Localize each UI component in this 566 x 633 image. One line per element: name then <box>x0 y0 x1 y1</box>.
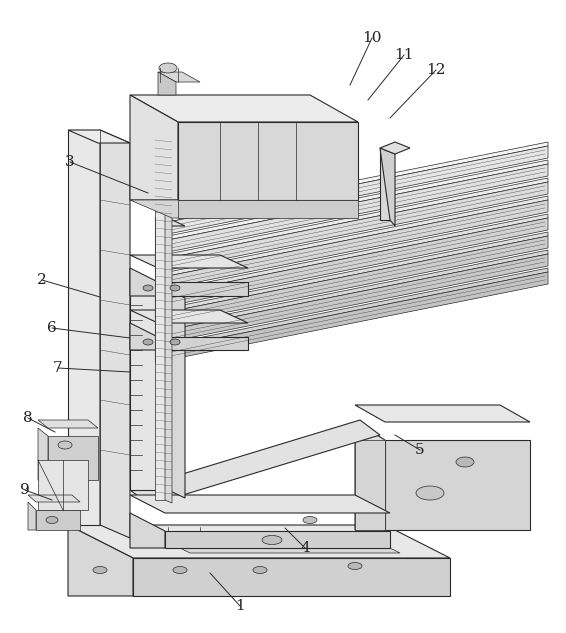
Polygon shape <box>130 420 380 505</box>
Text: 7: 7 <box>53 361 63 375</box>
Polygon shape <box>168 290 185 498</box>
Polygon shape <box>168 160 548 240</box>
Polygon shape <box>158 282 248 296</box>
Polygon shape <box>380 148 395 226</box>
Polygon shape <box>130 95 358 122</box>
Text: 11: 11 <box>395 48 414 62</box>
Polygon shape <box>168 214 548 294</box>
Polygon shape <box>168 218 548 306</box>
Polygon shape <box>168 196 548 276</box>
Text: 4: 4 <box>300 541 310 555</box>
Polygon shape <box>355 405 530 422</box>
Ellipse shape <box>46 517 58 523</box>
Text: 1: 1 <box>235 599 245 613</box>
Ellipse shape <box>170 339 180 345</box>
Polygon shape <box>178 200 358 218</box>
Polygon shape <box>168 146 548 234</box>
Polygon shape <box>158 337 248 350</box>
Ellipse shape <box>416 486 444 500</box>
Polygon shape <box>155 218 185 226</box>
Polygon shape <box>155 130 165 500</box>
Text: 6: 6 <box>47 321 57 335</box>
Polygon shape <box>130 323 158 350</box>
Polygon shape <box>130 513 165 548</box>
Polygon shape <box>168 200 548 288</box>
Ellipse shape <box>262 536 282 544</box>
Polygon shape <box>158 72 200 82</box>
Polygon shape <box>168 142 548 222</box>
Polygon shape <box>130 310 248 323</box>
Polygon shape <box>165 130 172 503</box>
Polygon shape <box>133 558 450 596</box>
Ellipse shape <box>93 567 107 573</box>
Ellipse shape <box>143 285 153 291</box>
Polygon shape <box>68 130 130 143</box>
Polygon shape <box>38 428 48 480</box>
Polygon shape <box>155 218 168 362</box>
Polygon shape <box>100 130 130 538</box>
Polygon shape <box>160 538 400 553</box>
Ellipse shape <box>143 339 153 345</box>
Polygon shape <box>168 164 548 252</box>
Text: 10: 10 <box>362 31 381 45</box>
Text: 2: 2 <box>37 273 47 287</box>
Polygon shape <box>68 525 133 596</box>
Polygon shape <box>158 72 176 95</box>
Ellipse shape <box>348 563 362 570</box>
Polygon shape <box>38 460 88 510</box>
Polygon shape <box>168 250 548 330</box>
Ellipse shape <box>303 517 317 523</box>
Polygon shape <box>355 440 385 530</box>
Polygon shape <box>168 232 548 312</box>
Polygon shape <box>48 436 98 480</box>
Polygon shape <box>130 255 248 268</box>
Ellipse shape <box>170 285 180 291</box>
Text: 3: 3 <box>65 155 75 169</box>
Polygon shape <box>168 182 548 270</box>
Polygon shape <box>38 420 98 428</box>
Polygon shape <box>168 268 548 348</box>
Polygon shape <box>355 422 385 530</box>
Polygon shape <box>130 95 178 200</box>
Text: 9: 9 <box>20 483 30 497</box>
Polygon shape <box>68 130 100 525</box>
Polygon shape <box>178 122 358 200</box>
Polygon shape <box>130 290 168 490</box>
Polygon shape <box>385 440 530 530</box>
Polygon shape <box>165 531 390 548</box>
Polygon shape <box>130 200 220 218</box>
Polygon shape <box>130 495 390 513</box>
Polygon shape <box>380 142 410 154</box>
Polygon shape <box>130 268 158 296</box>
Polygon shape <box>168 272 548 360</box>
Ellipse shape <box>253 567 267 573</box>
Ellipse shape <box>173 567 187 573</box>
Polygon shape <box>168 254 548 342</box>
Polygon shape <box>28 502 36 530</box>
Polygon shape <box>380 148 390 220</box>
Text: 5: 5 <box>415 443 425 457</box>
Text: 12: 12 <box>426 63 446 77</box>
Polygon shape <box>36 510 80 530</box>
Polygon shape <box>68 525 450 558</box>
Ellipse shape <box>159 63 177 73</box>
Polygon shape <box>28 495 80 502</box>
Polygon shape <box>168 236 548 324</box>
Text: 8: 8 <box>23 411 33 425</box>
Ellipse shape <box>58 441 72 449</box>
Ellipse shape <box>456 457 474 467</box>
Polygon shape <box>168 178 548 258</box>
